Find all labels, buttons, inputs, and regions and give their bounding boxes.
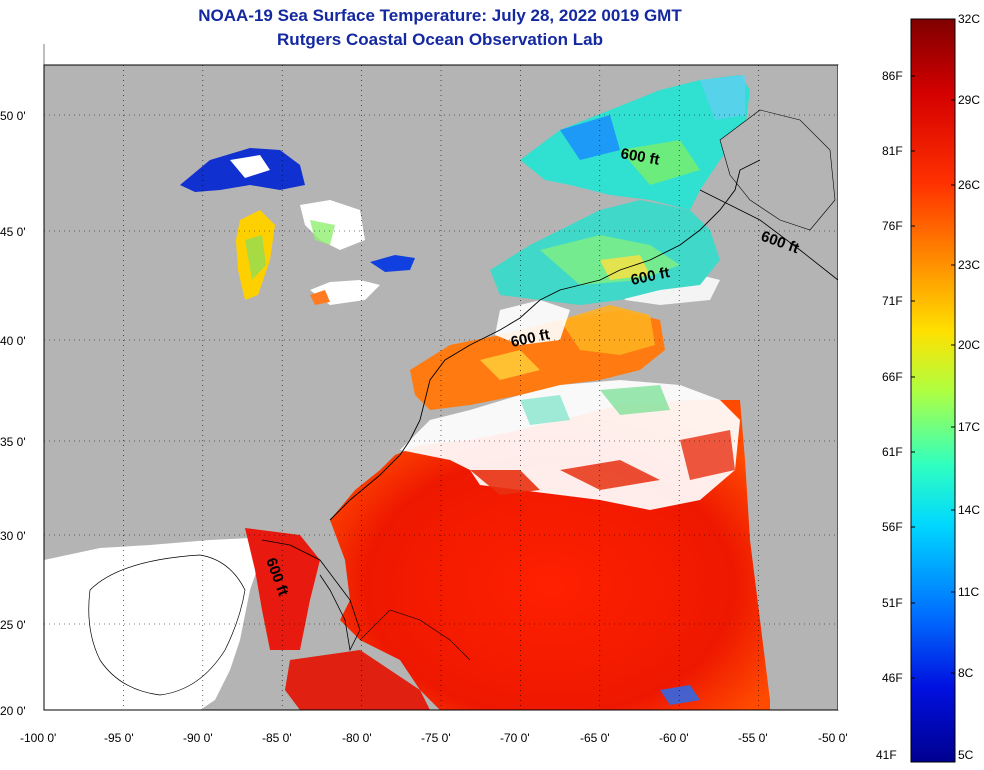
colorbar-fahrenheit-label: 56F bbox=[882, 520, 903, 534]
colorbar-fahrenheit-label: 46F bbox=[882, 671, 903, 685]
map-subtitle: Rutgers Coastal Ocean Observation Lab bbox=[277, 30, 603, 49]
lon-tick-label: -60 0' bbox=[659, 731, 689, 745]
colorbar-celsius-label: 11C bbox=[958, 585, 980, 599]
newfoundland bbox=[719, 109, 836, 231]
colorbar-celsius-label: 23C bbox=[958, 258, 981, 272]
colorbar-fahrenheit-label: 41F bbox=[876, 748, 897, 762]
lake-ontario bbox=[370, 255, 415, 272]
colorbar-fahrenheit-label: 81F bbox=[882, 144, 903, 158]
contour-label: 600 ft bbox=[619, 145, 661, 169]
gulf-st-lawrence bbox=[520, 75, 750, 210]
lon-tick-label: -95 0' bbox=[104, 731, 134, 745]
longitude-ticks: -100 0' -95 0' -90 0' -85 0' -80 0' -75 … bbox=[20, 731, 848, 745]
lon-tick-label: -80 0' bbox=[342, 731, 372, 745]
colorbar-fahrenheit-label: 86F bbox=[882, 69, 903, 83]
latitude-ticks: 50 0' 45 0' 40 0' 35 0' 30 0' 25 0' 20 0… bbox=[0, 109, 26, 718]
colorbar-fahrenheit-label: 51F bbox=[882, 596, 903, 610]
lat-tick-label: 30 0' bbox=[0, 529, 26, 543]
lat-tick-label: 25 0' bbox=[0, 618, 26, 632]
lon-tick-label: -75 0' bbox=[421, 731, 451, 745]
lat-tick-label: 20 0' bbox=[0, 704, 26, 718]
lon-tick-label: -90 0' bbox=[183, 731, 213, 745]
colorbar-celsius-label: 8C bbox=[958, 666, 974, 680]
colorbar-fahrenheit-label: 76F bbox=[882, 219, 903, 233]
lat-tick-label: 35 0' bbox=[0, 435, 26, 449]
lon-tick-label: -55 0' bbox=[738, 731, 768, 745]
colorbar-celsius-label: 17C bbox=[958, 420, 981, 434]
lon-tick-label: -65 0' bbox=[580, 731, 610, 745]
colorbar-celsius-label: 20C bbox=[958, 338, 981, 352]
colorbar-fahrenheit-label: 71F bbox=[882, 294, 903, 308]
colorbar-fahrenheit-label: 61F bbox=[882, 445, 903, 459]
lon-tick-label: -70 0' bbox=[500, 731, 530, 745]
lat-tick-label: 45 0' bbox=[0, 225, 26, 239]
colorbar-celsius-label: 32C bbox=[958, 12, 981, 26]
lat-tick-label: 50 0' bbox=[0, 109, 26, 123]
gulf-warm-patch bbox=[245, 528, 320, 650]
colorbar-celsius-label: 14C bbox=[958, 503, 981, 517]
lon-tick-label: -85 0' bbox=[262, 731, 292, 745]
colorbar bbox=[910, 18, 956, 763]
lat-tick-label: 40 0' bbox=[0, 334, 26, 348]
colorbar-celsius-label: 29C bbox=[958, 93, 981, 107]
lon-tick-label: -100 0' bbox=[20, 731, 56, 745]
gulf-cloud bbox=[44, 538, 262, 710]
lon-tick-label: -50 0' bbox=[818, 731, 848, 745]
colorbar-celsius-label: 5C bbox=[958, 748, 974, 762]
colorbar-celsius-label: 26C bbox=[958, 178, 981, 192]
colorbar-fahrenheit-label: 66F bbox=[882, 370, 903, 384]
map-title: NOAA-19 Sea Surface Temperature: July 28… bbox=[198, 6, 682, 25]
